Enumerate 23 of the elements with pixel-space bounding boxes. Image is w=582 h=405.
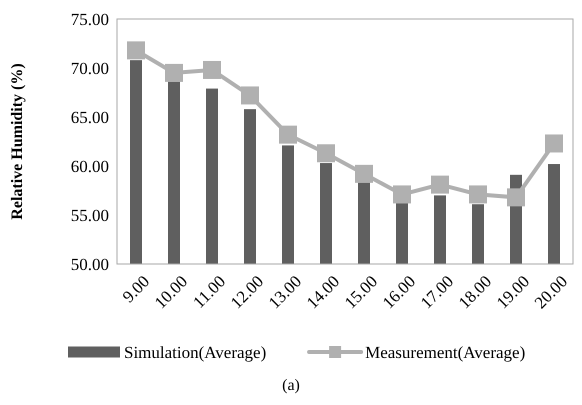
y-tick-label: 60.00 (70, 156, 109, 176)
y-axis-title: Relative Humidity (%) (9, 63, 26, 220)
legend-label: Measurement(Average) (365, 342, 526, 362)
point (469, 185, 487, 204)
y-tick-label: 50.00 (70, 254, 109, 274)
y-tick-label: 55.00 (70, 206, 109, 225)
point (393, 185, 411, 204)
point (355, 164, 373, 183)
point (431, 176, 449, 194)
point (507, 188, 525, 206)
y-tick-label: 70.00 (70, 58, 109, 78)
text: (a) (282, 377, 300, 394)
point (241, 86, 259, 104)
point (165, 64, 183, 82)
point (317, 144, 335, 162)
point (279, 126, 297, 144)
x-tick-label: 9.00 (118, 272, 154, 306)
legend-label: Simulation(Average) (124, 342, 266, 362)
point (545, 134, 563, 152)
point (203, 60, 221, 79)
point (127, 41, 145, 60)
y-tick-label: 65.00 (70, 108, 109, 127)
y-tick-label: 75.00 (70, 10, 109, 29)
